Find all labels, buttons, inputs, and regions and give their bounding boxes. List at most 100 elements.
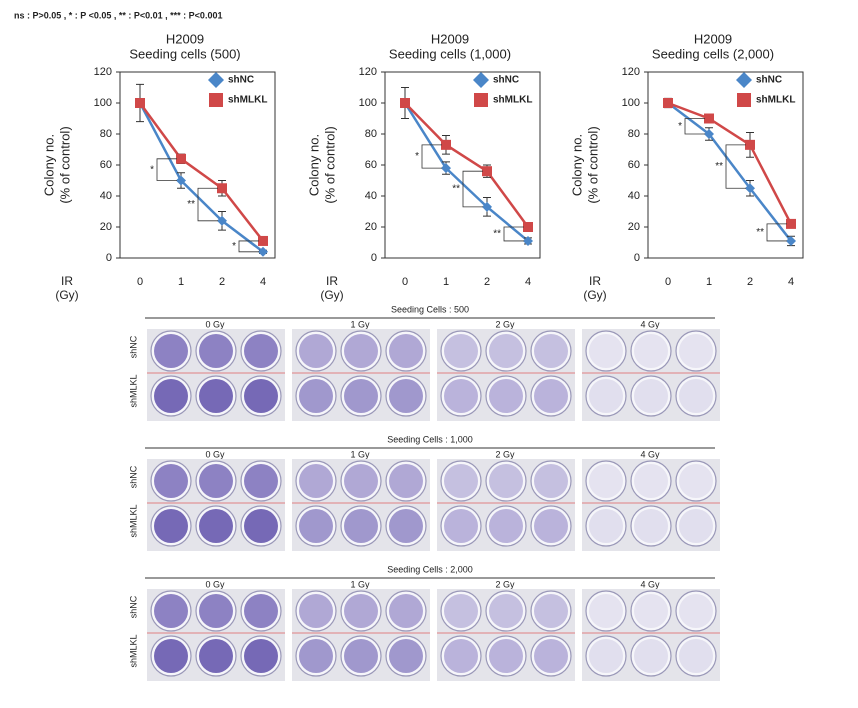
- y-tick-label: 0: [106, 252, 112, 264]
- x-tick-label: 2: [219, 276, 225, 288]
- series-line: [403, 102, 529, 242]
- well-stain: [489, 594, 523, 628]
- well-stain: [244, 379, 278, 413]
- y-axis-label: (% of control): [57, 126, 72, 203]
- well-stain: [199, 464, 233, 498]
- well-stain: [199, 594, 233, 628]
- marker: [217, 183, 227, 194]
- marker: [704, 129, 714, 139]
- y-tick-label: 60: [365, 159, 377, 171]
- y-tick-label: 80: [365, 128, 377, 140]
- series-line: [138, 102, 264, 253]
- well-stain: [389, 379, 423, 413]
- well-stain: [344, 379, 378, 413]
- row-label: shMLKL: [128, 374, 138, 407]
- x-tick-label: 1: [178, 276, 184, 288]
- dose-label: 0 Gy: [205, 319, 225, 329]
- well-stain: [534, 334, 568, 368]
- y-tick-label: 0: [371, 252, 377, 264]
- well-stain: [154, 509, 188, 543]
- significance-mark: *: [150, 164, 154, 175]
- significance-bracket: [421, 144, 442, 169]
- well-stain: [489, 379, 523, 413]
- significance-note: ns : P>0.05 , * : P <0.05 , ** : P<0.01 …: [14, 10, 222, 20]
- marker: [523, 235, 533, 246]
- y-tick-label: 40: [365, 190, 377, 202]
- well: [675, 330, 717, 372]
- well-stain: [589, 464, 623, 498]
- significance-bracket: [238, 240, 259, 253]
- well-stain: [199, 379, 233, 413]
- well-stain: [344, 594, 378, 628]
- well: [630, 375, 672, 417]
- y-tick-label: 40: [628, 190, 640, 202]
- dose-label: 0 Gy: [205, 449, 225, 459]
- series-line: [667, 102, 792, 242]
- x-tick-label: 1: [706, 276, 712, 288]
- marker: [135, 98, 145, 108]
- significance-bracket: [156, 158, 177, 181]
- legend-label: shNC: [756, 75, 782, 86]
- well-stain: [244, 334, 278, 368]
- dose-label: 1 Gy: [350, 579, 370, 589]
- well: [530, 590, 572, 632]
- marker: [258, 235, 268, 246]
- well-stain: [679, 639, 713, 673]
- significance-bracket: [197, 187, 218, 222]
- y-tick-label: 120: [94, 66, 112, 78]
- well: [585, 375, 627, 417]
- well-stain: [444, 334, 478, 368]
- chart-title: H2009: [166, 31, 204, 46]
- significance-mark: *: [232, 241, 236, 252]
- well: [295, 330, 337, 372]
- y-tick-label: 100: [622, 97, 640, 109]
- well: [485, 505, 527, 547]
- well-stain: [199, 509, 233, 543]
- well: [530, 375, 572, 417]
- well-stain: [444, 594, 478, 628]
- chart-subtitle: Seeding cells (500): [129, 46, 240, 61]
- well-stain: [389, 639, 423, 673]
- x-tick-label: 0: [402, 276, 408, 288]
- marker: [482, 166, 492, 177]
- chart-title: H2009: [694, 31, 732, 46]
- well-stain: [634, 509, 668, 543]
- y-axis-label: (% of control): [322, 126, 337, 203]
- y-tick-label: 120: [359, 66, 377, 78]
- well-stain: [344, 334, 378, 368]
- well-stain: [489, 639, 523, 673]
- y-tick-label: 120: [622, 66, 640, 78]
- well-stain: [444, 509, 478, 543]
- marker: [523, 222, 533, 232]
- significance-mark: **: [493, 229, 501, 240]
- marker: [663, 98, 673, 108]
- well: [630, 460, 672, 502]
- well-stain: [154, 639, 188, 673]
- row-label: shNC: [128, 595, 138, 618]
- marker: [441, 163, 451, 174]
- well: [675, 460, 717, 502]
- well: [585, 635, 627, 677]
- x-tick-label: 0: [137, 276, 143, 288]
- well: [485, 635, 527, 677]
- row-label: shMLKL: [128, 634, 138, 667]
- marker: [441, 139, 451, 150]
- well-stain: [534, 464, 568, 498]
- dose-label: 1 Gy: [350, 449, 370, 459]
- marker: [745, 183, 755, 194]
- marker: [704, 113, 714, 124]
- well: [440, 460, 482, 502]
- x-axis-label: (Gy): [583, 288, 606, 302]
- x-axis-label: IR: [589, 274, 601, 288]
- series-line: [138, 102, 264, 242]
- x-tick-label: 4: [260, 276, 266, 288]
- marker: [176, 175, 186, 186]
- panel-title: Seeding Cells : 2,000: [387, 564, 473, 574]
- well: [585, 505, 627, 547]
- well-stain: [589, 639, 623, 673]
- well: [440, 505, 482, 547]
- dose-label: 2 Gy: [495, 579, 515, 589]
- well: [340, 330, 382, 372]
- marker: [745, 139, 755, 150]
- well-stain: [299, 334, 333, 368]
